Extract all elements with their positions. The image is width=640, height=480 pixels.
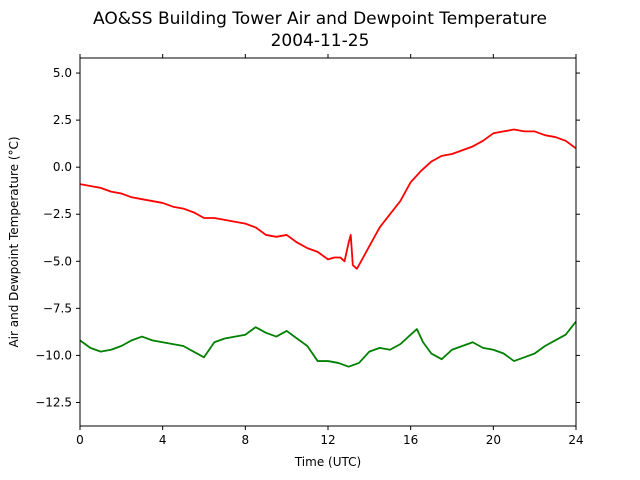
series-layer (79, 128, 577, 368)
y-tick-label: 0.0 (53, 160, 72, 174)
y-axis: 5.0 2.5 0.0 −2.5 −5.0 −7.5 −10.0 −12.5 (35, 66, 580, 409)
y-tick-label: −7.5 (43, 301, 72, 315)
dewpoint-temperature-line (79, 320, 577, 368)
x-axis: 0 4 8 12 16 20 24 (76, 54, 584, 447)
x-tick-label: 12 (320, 433, 335, 447)
y-tick-label: −5.0 (43, 254, 72, 268)
y-tick-label: 2.5 (53, 113, 72, 127)
x-tick-label: 0 (76, 433, 84, 447)
y-tick-label: −2.5 (43, 207, 72, 221)
x-tick-label: 24 (568, 433, 583, 447)
x-tick-label: 16 (403, 433, 418, 447)
y-axis-label: Air and Dewpoint Temperature (°C) (7, 136, 21, 347)
chart-subtitle: 2004-11-25 (271, 31, 370, 51)
air-temperature-line (79, 128, 577, 270)
x-tick-label: 8 (242, 433, 250, 447)
y-tick-label: −12.5 (35, 395, 72, 409)
x-tick-label: 20 (486, 433, 501, 447)
chart-title: AO&SS Building Tower Air and Dewpoint Te… (93, 9, 547, 29)
plot-frame (79, 57, 577, 427)
y-tick-label: −10.0 (35, 348, 72, 362)
x-axis-label: Time (UTC) (294, 455, 361, 469)
y-tick-label: 5.0 (53, 66, 72, 80)
x-tick-label: 4 (159, 433, 167, 447)
